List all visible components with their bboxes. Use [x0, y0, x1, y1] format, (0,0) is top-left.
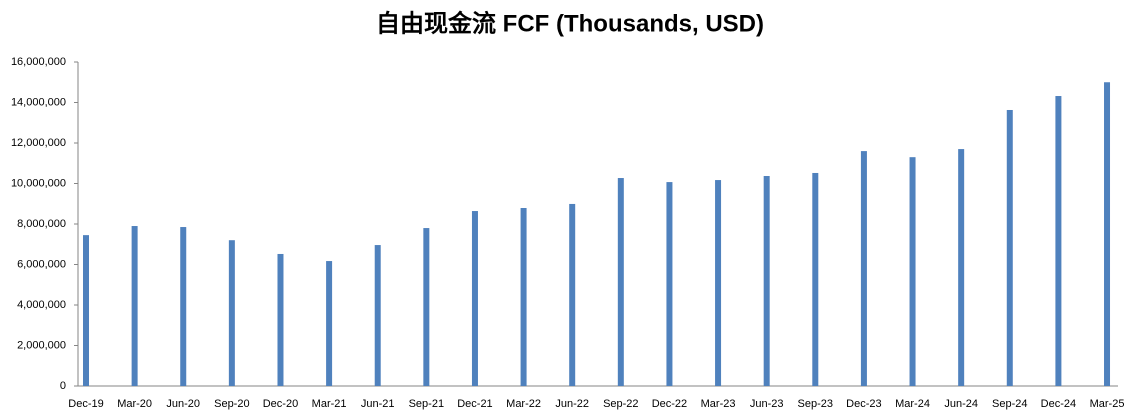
x-tick-label: Dec-24 — [1041, 398, 1076, 410]
x-tick-label: Mar-22 — [506, 398, 541, 410]
x-tick-label: Sep-20 — [214, 398, 249, 410]
x-tick-label: Mar-20 — [117, 398, 152, 410]
bar — [812, 172, 819, 386]
bar — [569, 203, 576, 386]
bar — [1055, 96, 1062, 387]
x-tick-label: Mar-21 — [312, 398, 347, 410]
x-tick-label: Sep-21 — [409, 398, 444, 410]
x-tick-label: Sep-22 — [603, 398, 638, 410]
bar — [666, 182, 673, 386]
bar — [860, 151, 867, 386]
bar — [715, 180, 722, 386]
x-tick-label: Dec-23 — [846, 398, 881, 410]
y-tick-label: 0 — [60, 380, 66, 392]
y-tick-label: 14,000,000 — [11, 96, 66, 108]
bar — [423, 228, 430, 386]
bar — [131, 226, 138, 386]
bar — [180, 227, 187, 386]
y-tick-label: 6,000,000 — [17, 258, 66, 270]
bar — [228, 240, 235, 386]
bar — [326, 261, 333, 386]
y-tick-label: 16,000,000 — [11, 56, 66, 68]
bar — [763, 176, 770, 386]
x-tick-label: Dec-22 — [652, 398, 687, 410]
bar — [277, 253, 284, 386]
bar — [909, 157, 916, 386]
x-tick-label: Jun-21 — [361, 398, 395, 410]
x-tick-label: Dec-20 — [263, 398, 298, 410]
x-tick-label: Dec-21 — [457, 398, 492, 410]
y-tick-label: 2,000,000 — [17, 339, 66, 351]
bar — [471, 211, 478, 386]
x-tick-label: Mar-23 — [701, 398, 736, 410]
x-tick-label: Mar-25 — [1090, 398, 1125, 410]
x-tick-label: Jun-20 — [166, 398, 200, 410]
chart-title: 自由现金流 FCF (Thousands, USD) — [376, 9, 764, 37]
x-tick-label: Mar-24 — [895, 398, 930, 410]
bar — [1104, 82, 1111, 386]
bar — [520, 208, 527, 386]
x-tick-label: Sep-24 — [992, 398, 1027, 410]
bar — [1006, 109, 1013, 387]
y-tick-label: 8,000,000 — [17, 218, 66, 230]
bar — [958, 149, 965, 386]
x-tick-label: Sep-23 — [798, 398, 833, 410]
x-tick-label: Jun-23 — [750, 398, 784, 410]
y-tick-label: 10,000,000 — [11, 177, 66, 189]
x-tick-label: Jun-24 — [944, 398, 978, 410]
x-tick-label: Dec-19 — [68, 398, 103, 410]
y-tick-label: 4,000,000 — [17, 299, 66, 311]
y-tick-label: 12,000,000 — [11, 137, 66, 149]
bar — [617, 178, 624, 386]
bar — [374, 245, 381, 386]
bar — [83, 235, 89, 386]
x-tick-label: Jun-22 — [555, 398, 589, 410]
